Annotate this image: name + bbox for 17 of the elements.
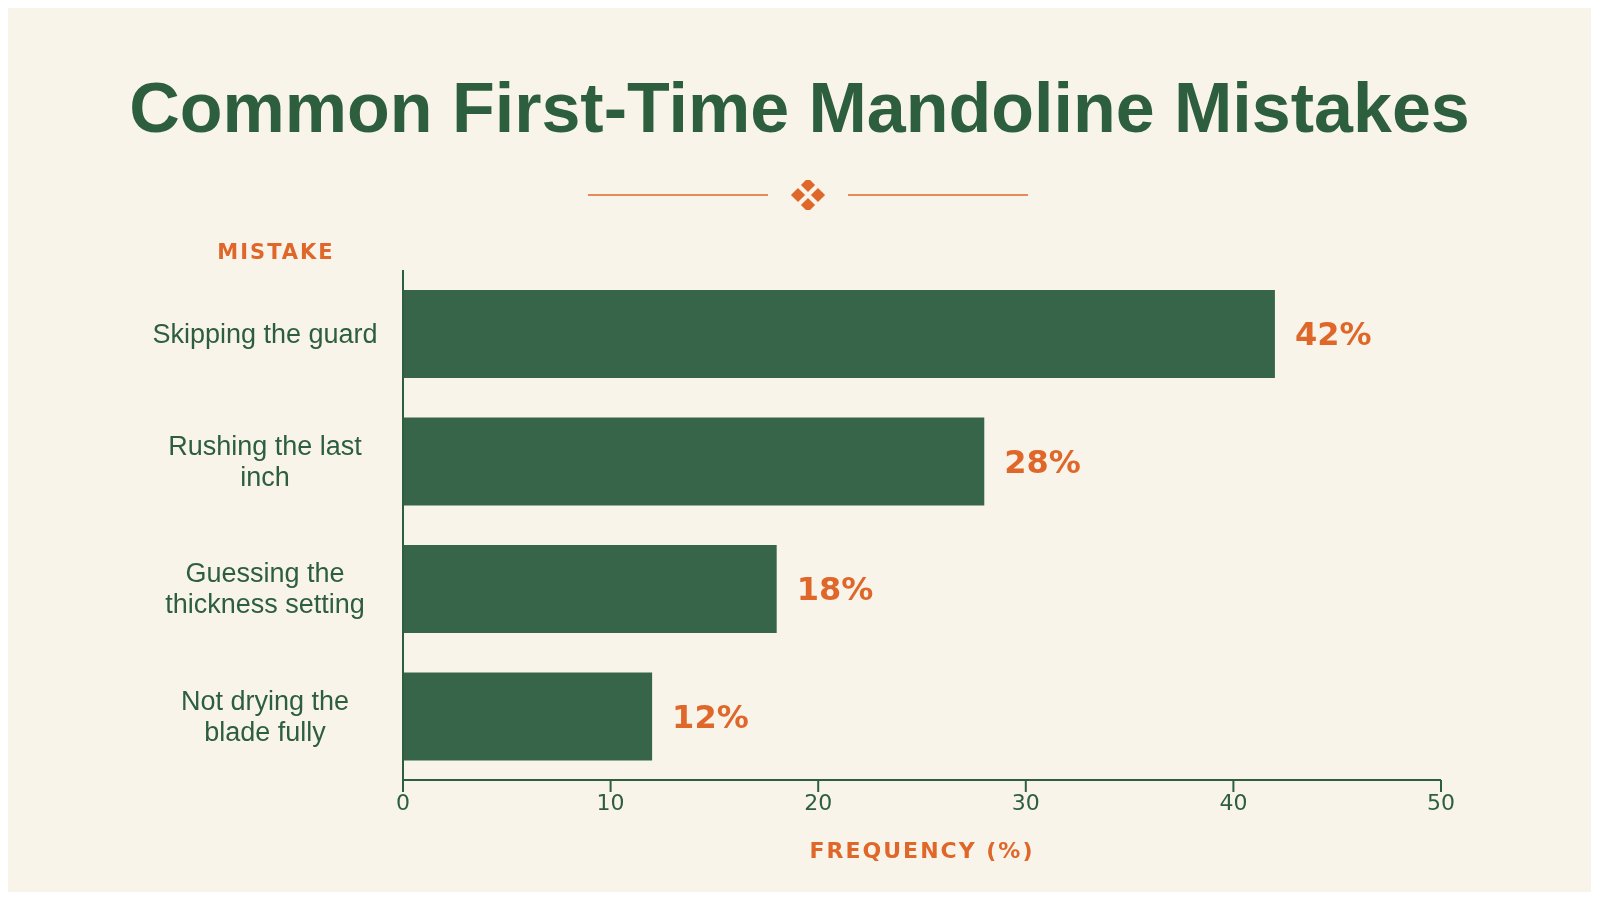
x-tick-label: 20 — [804, 789, 833, 815]
y-tick-label: Guessing the thickness setting — [165, 558, 365, 620]
data-label: 28% — [1004, 442, 1081, 481]
chart-title: Common First-Time Mandoline Mistakes — [128, 68, 1471, 148]
y-tick-label: Skipping the guard — [152, 318, 378, 349]
x-tick-label: 30 — [1011, 789, 1040, 815]
y-tick-label: Not drying the blade fully — [180, 685, 350, 747]
x-tick-label: 0 — [396, 789, 410, 815]
data-label: 12% — [672, 697, 749, 736]
y-axis-title: MISTAKE — [216, 240, 336, 264]
x-tick-label: 40 — [1219, 789, 1248, 815]
y-tick-label: Rushing the last inch — [168, 430, 363, 492]
x-tick-label: 50 — [1427, 789, 1455, 815]
data-label: 18% — [796, 570, 874, 609]
data-label: 42% — [1294, 315, 1372, 354]
x-axis-title: FREQUENCY (%) — [809, 838, 1035, 863]
x-tick-label: 10 — [596, 789, 625, 815]
